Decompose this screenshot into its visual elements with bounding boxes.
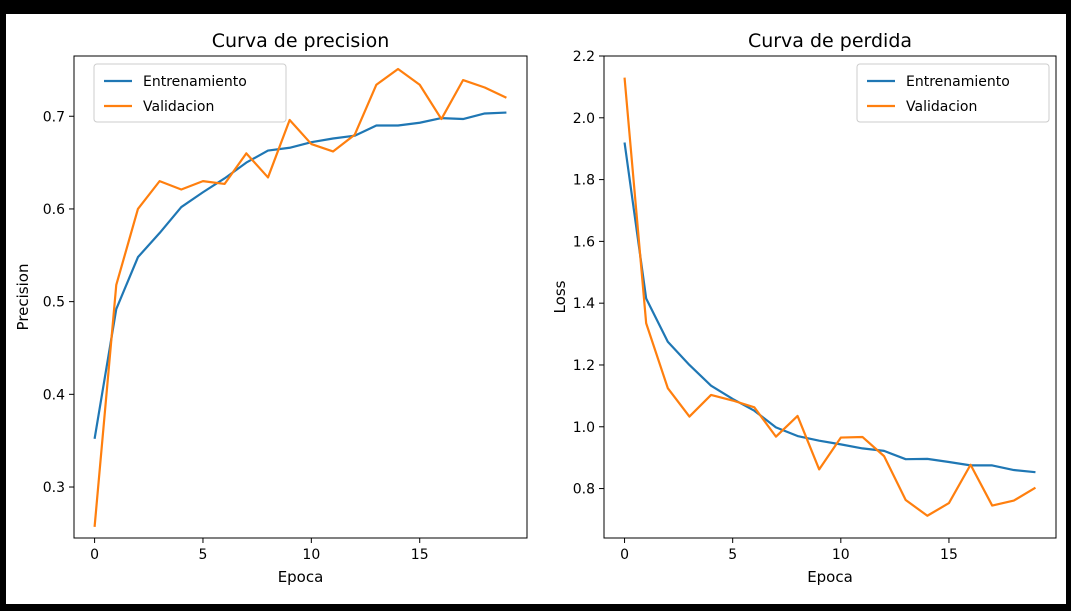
y-tick-label: 1.4 bbox=[573, 296, 595, 312]
y-tick-label: 0.8 bbox=[573, 482, 595, 498]
accuracy-chart: Curva de precision 0 5 10 15 0.3 0.4 0.5 0.6 0.7 E… bbox=[14, 30, 528, 586]
plot-frame bbox=[73, 55, 528, 539]
y-tick-label: 1.8 bbox=[573, 173, 595, 189]
figure-canvas: Curva de precision 0 5 10 15 0.3 0.4 0.5 0.6 0.7 E… bbox=[6, 14, 1066, 604]
y-tick-label: 2.2 bbox=[573, 49, 595, 65]
plot-frame bbox=[603, 55, 1057, 539]
chart-title: Curva de precision bbox=[212, 30, 390, 52]
y-axis-label: Precision bbox=[14, 264, 32, 331]
legend-box bbox=[856, 63, 1050, 123]
series-line-entrenamiento bbox=[93, 111, 507, 440]
figure-svg: Curva de precision 0 5 10 15 0.3 0.4 0.5 0.6 0.7 E… bbox=[14, 30, 1057, 586]
y-tick-label: 1.6 bbox=[573, 234, 595, 250]
chart-title: Curva de perdida bbox=[748, 30, 912, 52]
y-tick-label: 0.5 bbox=[43, 295, 65, 311]
y-axis-label: Loss bbox=[551, 280, 569, 313]
y-tick-label: 0.3 bbox=[43, 480, 65, 496]
y-tick-label: 1.2 bbox=[573, 358, 595, 374]
legend-entry: Entrenamiento bbox=[143, 74, 247, 90]
legend-box bbox=[93, 63, 287, 123]
x-tick-label: 5 bbox=[728, 547, 737, 563]
x-tick-label: 15 bbox=[411, 547, 429, 563]
series-line-validacion bbox=[93, 67, 507, 527]
x-tick-label: 15 bbox=[940, 547, 958, 563]
y-tick-label: 0.7 bbox=[43, 109, 65, 125]
legend-entry: Entrenamiento bbox=[906, 74, 1010, 90]
x-tick-label: 0 bbox=[90, 547, 99, 563]
x-tick-label: 0 bbox=[620, 547, 629, 563]
legend-entry: Validacion bbox=[906, 99, 977, 115]
x-axis-label: Epoca bbox=[807, 568, 853, 586]
loss-chart: Curva de perdida 0 5 10 15 0.8 1.0 1.2 1.4 1.6 1.8… bbox=[551, 30, 1057, 586]
x-axis-label: Epoca bbox=[278, 568, 324, 586]
x-tick-label: 10 bbox=[832, 547, 850, 563]
y-tick-label: 1.0 bbox=[573, 420, 595, 436]
x-tick-label: 5 bbox=[199, 547, 208, 563]
series-line-validacion bbox=[623, 77, 1037, 517]
y-tick-label: 2.0 bbox=[573, 111, 595, 127]
y-tick-label: 0.6 bbox=[43, 202, 65, 218]
x-tick-label: 10 bbox=[302, 547, 320, 563]
legend-entry: Validacion bbox=[143, 99, 214, 115]
series-line-entrenamiento bbox=[623, 142, 1036, 474]
y-tick-label: 0.4 bbox=[43, 387, 65, 403]
